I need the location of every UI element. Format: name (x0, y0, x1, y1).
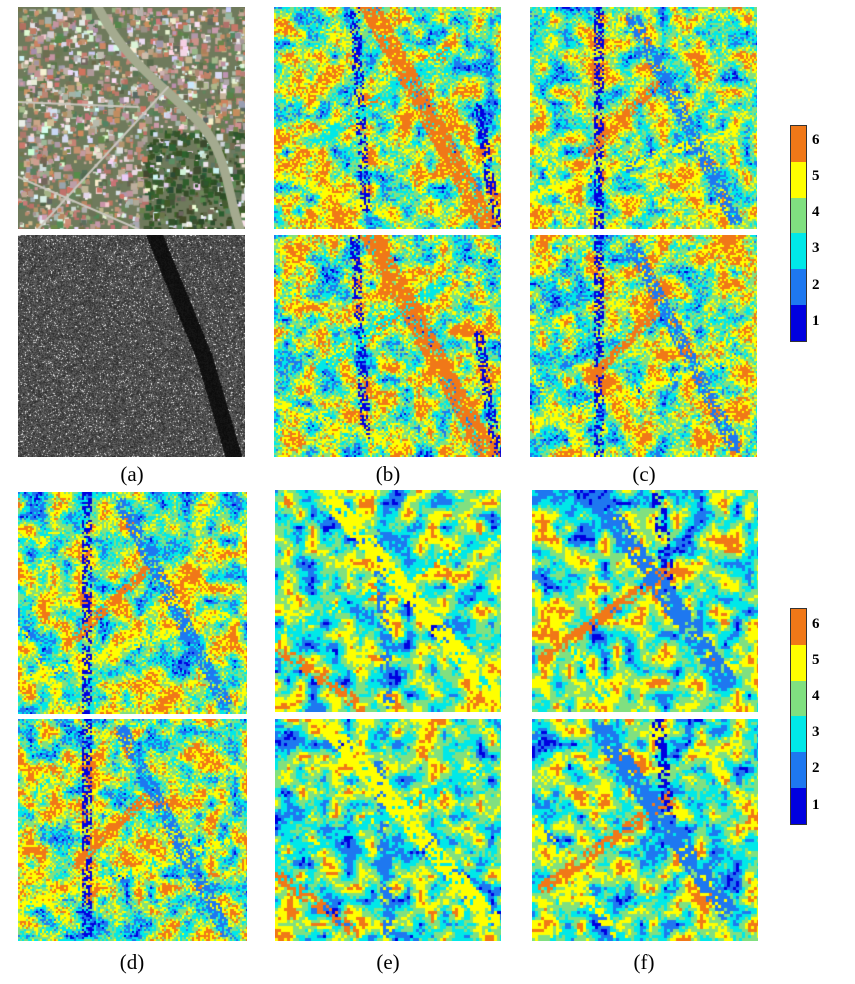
colorbar-segment-3 (791, 716, 806, 753)
class-map-c-bottom (530, 235, 757, 457)
class-map-f-bottom (532, 719, 758, 941)
sar-grayscale-image (18, 235, 245, 457)
colorbar-segment-5 (791, 644, 806, 681)
class-map-b-top (274, 7, 501, 229)
colorbar-label-2: 2 (812, 760, 820, 776)
colorbar-top (790, 125, 807, 342)
colorbar-label-2: 2 (812, 277, 820, 293)
colorbar-segment-6 (791, 609, 806, 645)
colorbar-label-5: 5 (812, 168, 820, 184)
caption-d: (d) (119, 950, 145, 974)
caption-f: (f) (633, 950, 655, 974)
class-map-e-top (275, 490, 501, 712)
colorbar-label-3: 3 (812, 240, 820, 256)
colorbar-segment-3 (791, 233, 806, 270)
colorbar-segment-1 (791, 788, 806, 824)
class-map-e-bottom (275, 719, 501, 941)
colorbar-segment-4 (791, 680, 806, 717)
caption-e: (e) (376, 950, 400, 974)
colorbar-label-4: 4 (812, 204, 820, 220)
colorbar-label-6: 6 (812, 616, 820, 632)
optical-aerial-image (18, 7, 245, 229)
colorbar-segment-6 (791, 126, 806, 162)
class-map-f-top (532, 490, 758, 712)
colorbar-segment-2 (791, 752, 806, 789)
colorbar-segment-4 (791, 197, 806, 234)
colorbar-segment-2 (791, 269, 806, 306)
colorbar-label-3: 3 (812, 724, 820, 740)
caption-c: (c) (632, 462, 656, 486)
colorbar-label-5: 5 (812, 652, 820, 668)
colorbar-segment-1 (791, 305, 806, 341)
class-map-b-bottom (274, 235, 501, 457)
colorbar-bottom (790, 608, 807, 825)
caption-b: (b) (375, 462, 401, 486)
colorbar-segment-5 (791, 161, 806, 198)
colorbar-label-4: 4 (812, 688, 820, 704)
class-map-d-top (18, 492, 247, 714)
caption-a: (a) (120, 462, 144, 486)
colorbar-label-1: 1 (812, 797, 820, 813)
colorbar-label-6: 6 (812, 132, 820, 148)
colorbar-label-1: 1 (812, 313, 820, 329)
class-map-c-top (530, 7, 757, 229)
class-map-d-bottom (18, 719, 247, 941)
